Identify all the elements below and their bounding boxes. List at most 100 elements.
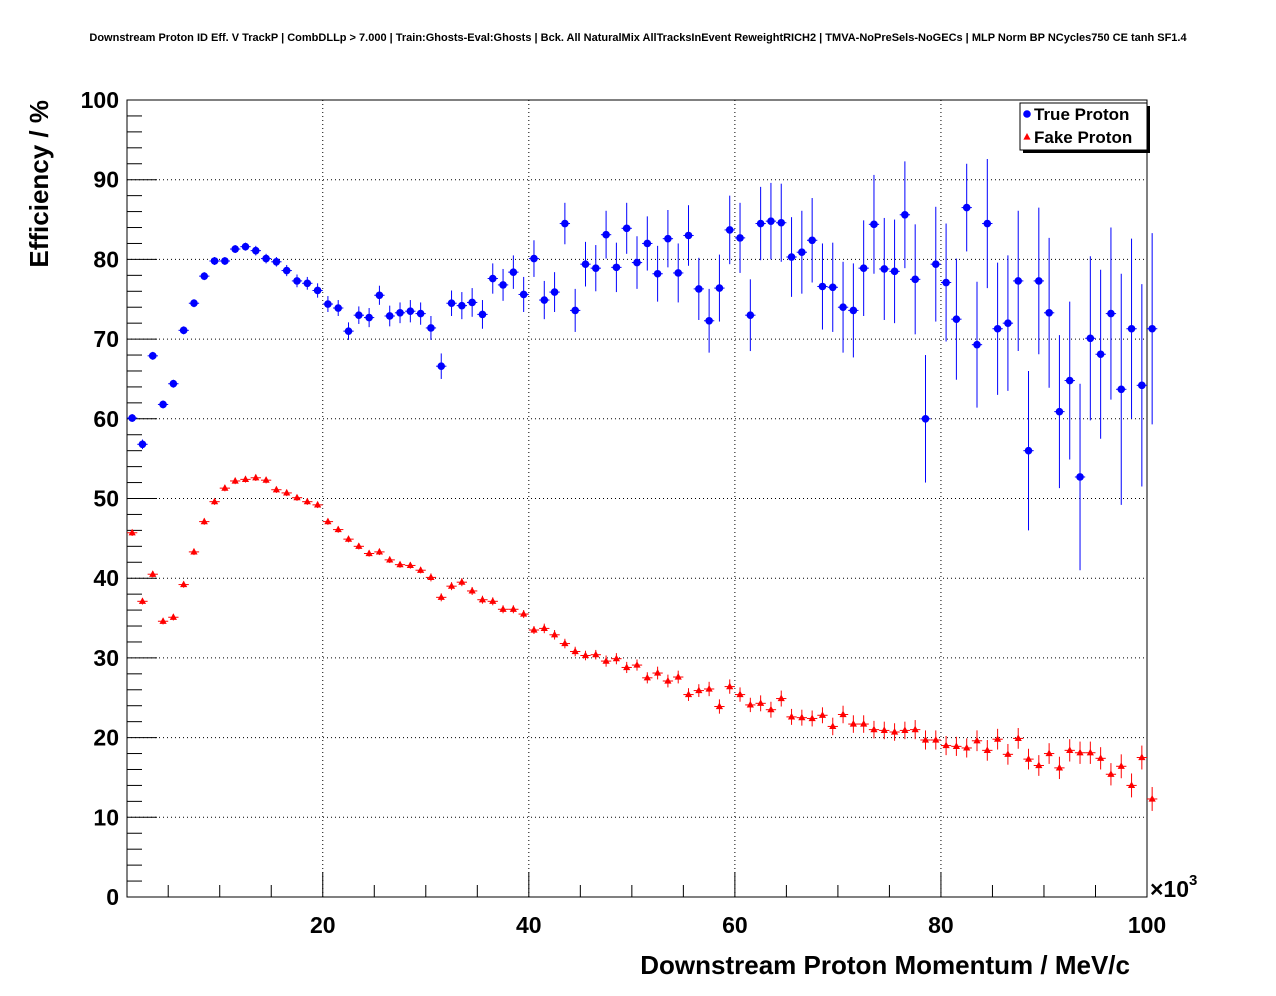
data-point: [849, 306, 858, 315]
data-point: [705, 316, 713, 325]
data-point: [1014, 734, 1022, 741]
data-point: [1024, 755, 1033, 762]
data-point: [612, 263, 621, 272]
data-point: [1086, 334, 1095, 343]
data-point: [581, 651, 590, 659]
data-point: [880, 265, 889, 273]
data-point: [787, 253, 796, 261]
data-point: [715, 284, 724, 292]
data-point: [540, 296, 549, 304]
x-axis-multiplier: ×103: [1150, 872, 1197, 902]
data-point: [674, 269, 683, 277]
series-fake-proton: [127, 473, 1158, 811]
data-point: [1035, 761, 1043, 769]
data-point: [602, 657, 610, 664]
data-point: [757, 699, 765, 706]
data-point: [921, 735, 930, 743]
data-point: [952, 742, 960, 749]
legend-marker-true-proton: [1023, 110, 1031, 118]
data-point: [1035, 277, 1043, 285]
data-point: [962, 203, 971, 212]
data-point: [664, 677, 672, 684]
data-point: [828, 283, 837, 292]
data-point: [1004, 750, 1012, 757]
tick-labels: 0 10 20 30 40 50 60 70 80 90 100 20 40 60 80 100: [81, 87, 1167, 938]
data-point: [344, 535, 353, 542]
data-point: [540, 624, 548, 632]
data-point: [128, 528, 136, 536]
data-point: [581, 260, 590, 268]
data-point: [674, 673, 682, 680]
data-point: [385, 312, 394, 320]
data-point: [314, 500, 322, 508]
chart-title: Downstream Proton ID Eff. V TrackP | Com…: [89, 32, 1187, 44]
y-tick-label: 100: [81, 87, 119, 113]
data-point: [282, 266, 291, 275]
data-point: [406, 307, 415, 316]
data-point: [550, 288, 559, 296]
data-point: [221, 257, 229, 265]
data-point: [870, 725, 878, 733]
data-point: [416, 309, 425, 318]
data-point: [231, 476, 239, 484]
data-point: [365, 313, 373, 322]
data-point: [406, 561, 414, 569]
data-point: [417, 566, 425, 573]
data-point: [458, 578, 466, 585]
data-point: [1086, 748, 1094, 756]
data-point: [592, 650, 600, 658]
data-point: [705, 684, 713, 692]
data-point: [1076, 473, 1084, 481]
data-point: [365, 549, 373, 557]
legend-label-true-proton: True Proton: [1034, 105, 1129, 124]
data-point: [931, 260, 940, 268]
data-point: [375, 291, 384, 300]
data-point: [1045, 749, 1053, 757]
data-point: [654, 669, 662, 676]
data-point: [932, 735, 940, 743]
data-point: [1148, 794, 1156, 802]
data-point: [283, 488, 291, 496]
legend-box: [1019, 102, 1148, 151]
data-point: [880, 726, 888, 734]
data-point: [241, 242, 250, 251]
data-point: [221, 484, 229, 491]
data-point: [1107, 309, 1115, 318]
x-axis-multiplier-exponent: 3: [1189, 872, 1197, 889]
data-point: [602, 230, 610, 239]
y-axis-title: Efficiency / %: [24, 100, 54, 268]
data-point: [890, 267, 899, 276]
data-point: [396, 560, 404, 568]
data-point: [612, 654, 620, 662]
data-point: [942, 741, 950, 749]
data-point: [993, 324, 1002, 333]
data-point: [169, 379, 178, 388]
data-point: [396, 308, 404, 317]
x-axis-multiplier-base: ×10: [1150, 876, 1189, 902]
data-point: [1076, 748, 1084, 756]
data-point: [901, 726, 909, 734]
data-point: [324, 300, 332, 308]
data-point: [200, 517, 208, 525]
data-point: [447, 299, 456, 308]
y-tick-label: 70: [93, 326, 119, 352]
data-point: [169, 613, 177, 620]
data-point: [798, 248, 806, 257]
x-tick-label: 20: [310, 912, 336, 938]
data-series: [127, 158, 1158, 811]
data-point: [252, 473, 260, 481]
data-point: [973, 340, 981, 349]
data-point: [138, 597, 147, 604]
data-point: [746, 311, 755, 319]
data-point: [767, 217, 775, 225]
data-point: [468, 586, 476, 594]
data-point: [1055, 763, 1064, 771]
data-point: [478, 595, 487, 603]
data-point: [159, 617, 167, 624]
data-point: [427, 324, 435, 332]
data-point: [643, 239, 652, 248]
data-point: [622, 224, 631, 233]
data-point: [210, 257, 219, 265]
data-point: [355, 311, 363, 319]
data-point: [643, 673, 651, 681]
